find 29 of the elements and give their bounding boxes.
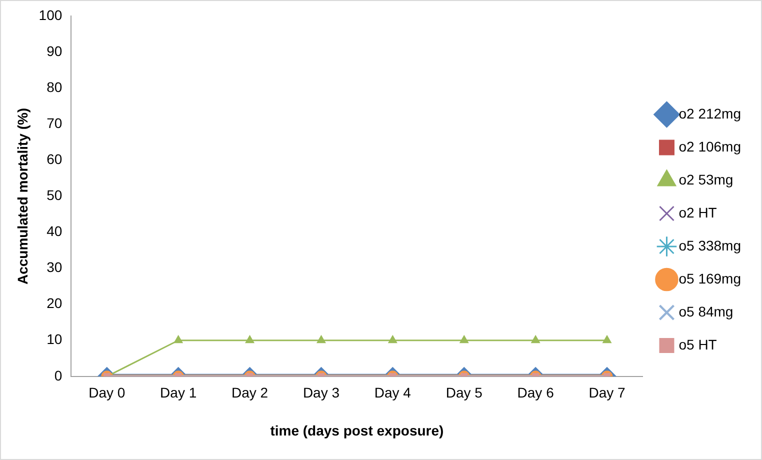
x-tick-label: Day 4 [374,384,412,401]
y-tick-label: 80 [46,78,62,95]
x-tick-label: Day 3 [302,384,340,401]
y-tick-label: 0 [54,367,62,384]
legend-label: o5 HT [678,336,718,352]
y-tick-label: 50 [46,187,62,204]
y-tick-label: 40 [46,223,62,240]
legend-label: o2 106mg [678,138,742,154]
y-axis-title: Accumulated mortality (%) [14,108,30,284]
x-tick-label: Day 5 [446,384,483,401]
x-tick-label: Day 0 [88,384,126,401]
x-tick-label: Day 1 [160,384,197,401]
y-tick-label: 20 [46,295,62,312]
x-tick-label: Day 6 [517,384,554,401]
legend-label: o2 HT [678,204,718,220]
y-tick-label: 100 [38,6,62,23]
x-tick-label: Day 2 [231,384,268,401]
x-tick-label: Day 7 [588,384,626,401]
legend-label: o5 338mg [678,237,742,254]
legend-label: o5 169mg [678,270,742,286]
legend-label: o5 84mg [678,303,734,320]
y-tick-label: 70 [46,114,62,131]
y-tick-label: 10 [46,331,62,348]
legend-label: o2 212mg [678,105,742,122]
y-tick-label: 90 [46,42,62,59]
y-tick-label: 60 [46,151,62,168]
x-axis-title: time (days post exposure) [270,422,444,438]
legend-label: o2 53mg [678,171,734,188]
y-tick-label: 30 [46,259,62,276]
